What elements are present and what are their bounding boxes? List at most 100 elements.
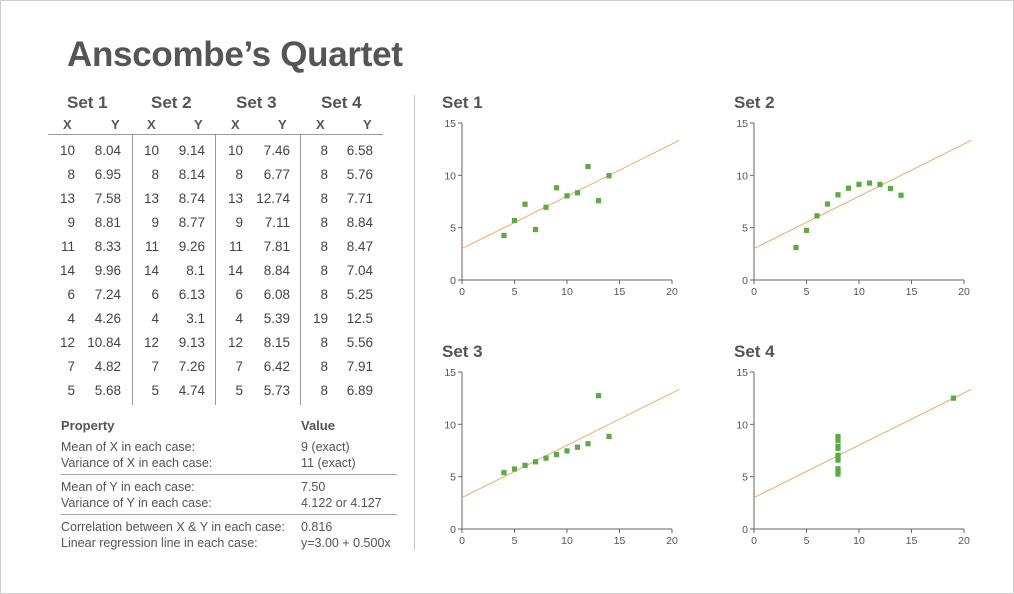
- x-value-cell: 8: [320, 359, 328, 374]
- x-column-header: X: [63, 117, 72, 132]
- x-value-cell: 8: [320, 143, 328, 158]
- x-value-cell: 7: [235, 359, 243, 374]
- y-tick-label: 10: [444, 170, 456, 182]
- x-tick-label: 10: [853, 535, 865, 547]
- x-value-cell: 8: [320, 263, 328, 278]
- y-value-cell: 8.84: [263, 263, 290, 278]
- y-value-cell: 8.84: [346, 215, 373, 230]
- table-header-rule: [48, 134, 383, 135]
- x-tick-label: 5: [804, 286, 810, 298]
- x-tick-label: 5: [512, 286, 518, 298]
- set-column-divider: [132, 135, 133, 405]
- property-value: 7.50: [301, 480, 326, 494]
- y-value-cell: 5.25: [346, 287, 373, 302]
- y-value-cell: 4.26: [94, 311, 121, 326]
- x-value-cell: 8: [320, 215, 328, 230]
- property-label: Mean of X in each case:: [61, 440, 196, 454]
- x-value-cell: 9: [151, 215, 159, 230]
- scatter-plot-set-3: 0 5 10 15 20 0 5 10 15: [444, 367, 680, 547]
- y-tick-label: 15: [736, 367, 748, 379]
- x-tick-label: 10: [561, 286, 573, 298]
- x-value-cell: 12: [59, 335, 75, 350]
- property-label: Linear regression line in each case:: [61, 536, 258, 550]
- x-tick-label: 20: [666, 286, 678, 298]
- x-value-cell: 5: [151, 383, 159, 398]
- x-value-cell: 8: [320, 191, 328, 206]
- y-value-cell: 6.42: [263, 359, 290, 374]
- property-value: y=3.00 + 0.500x: [301, 536, 391, 550]
- y-tick-label: 0: [450, 524, 456, 536]
- y-column-header: Y: [363, 117, 372, 132]
- x-value-cell: 11: [60, 239, 75, 254]
- data-point: [574, 190, 581, 196]
- y-value-cell: 5.73: [263, 383, 290, 398]
- y-value-cell: 8.47: [346, 239, 373, 254]
- x-value-cell: 6: [151, 287, 159, 302]
- x-value-cell: 8: [235, 167, 243, 182]
- data-point: [835, 471, 841, 477]
- page-title: Anscombe’s Quartet: [67, 35, 403, 74]
- y-value-cell: 12.5: [346, 311, 373, 326]
- x-value-cell: 13: [59, 191, 75, 206]
- chart-title-set-2: Set 2: [734, 93, 775, 112]
- y-value-cell: 6.95: [94, 167, 121, 182]
- data-point: [553, 185, 560, 191]
- y-value-cell: 6.58: [346, 143, 373, 158]
- x-value-cell: 8: [151, 167, 159, 182]
- x-tick-label: 0: [751, 535, 757, 547]
- data-point: [887, 185, 894, 192]
- y-value-cell: 7.26: [178, 359, 205, 374]
- property-label: Variance of Y in each case:: [61, 496, 212, 510]
- y-value-cell: 7.24: [94, 287, 121, 302]
- y-value-cell: 7.58: [94, 191, 121, 206]
- x-value-cell: 5: [67, 383, 75, 398]
- y-value-cell: 5.56: [346, 335, 373, 350]
- data-point: [835, 457, 841, 463]
- scatter-plot-set-1: 0 5 10 15 20 0 5 10 15: [444, 118, 680, 298]
- x-tick-label: 15: [906, 535, 918, 547]
- y-value-cell: 8.81: [94, 215, 121, 230]
- data-point: [835, 443, 841, 449]
- y-tick-label: 15: [444, 367, 456, 379]
- x-column-header: X: [316, 117, 325, 132]
- x-tick-label: 10: [853, 286, 865, 298]
- scatter-plot-set-2: 0 5 10 15 20 0 5 10 15: [736, 118, 972, 298]
- x-value-cell: 19: [312, 311, 328, 326]
- y-value-cell: 12.74: [256, 191, 290, 206]
- chart-title-set-4: Set 4: [734, 342, 775, 361]
- data-point: [543, 204, 549, 210]
- data-point: [606, 173, 612, 179]
- y-value-cell: 6.89: [346, 383, 373, 398]
- x-value-cell: 5: [235, 383, 243, 398]
- y-value-cell: 8.04: [94, 143, 121, 158]
- property-group-divider: [61, 514, 397, 515]
- x-value-cell: 9: [235, 215, 243, 230]
- x-value-cell: 6: [235, 287, 243, 302]
- x-value-cell: 14: [227, 263, 243, 278]
- x-value-cell: 10: [143, 143, 159, 158]
- x-value-cell: 4: [235, 311, 243, 326]
- data-point: [835, 192, 841, 198]
- y-value-cell: 10.84: [87, 335, 121, 350]
- x-tick-label: 15: [906, 286, 918, 298]
- property-value: 0.816: [301, 520, 333, 534]
- y-tick-label: 10: [736, 170, 748, 182]
- data-point: [835, 454, 841, 460]
- data-point: [835, 468, 841, 474]
- x-value-cell: 7: [67, 359, 75, 374]
- data-point: [877, 181, 883, 188]
- data-point: [522, 201, 528, 207]
- y-value-cell: 5.39: [263, 311, 290, 326]
- data-point: [898, 192, 904, 198]
- x-tick-label: 20: [958, 286, 970, 298]
- y-value-cell: 8.33: [94, 239, 121, 254]
- x-value-cell: 4: [67, 311, 75, 326]
- data-point: [511, 217, 518, 224]
- data-point: [532, 226, 539, 233]
- x-column-header: X: [147, 117, 156, 132]
- y-value-cell: 4.74: [178, 383, 205, 398]
- x-value-cell: 12: [143, 335, 159, 350]
- x-value-cell: 10: [59, 143, 75, 158]
- x-value-cell: 12: [227, 335, 243, 350]
